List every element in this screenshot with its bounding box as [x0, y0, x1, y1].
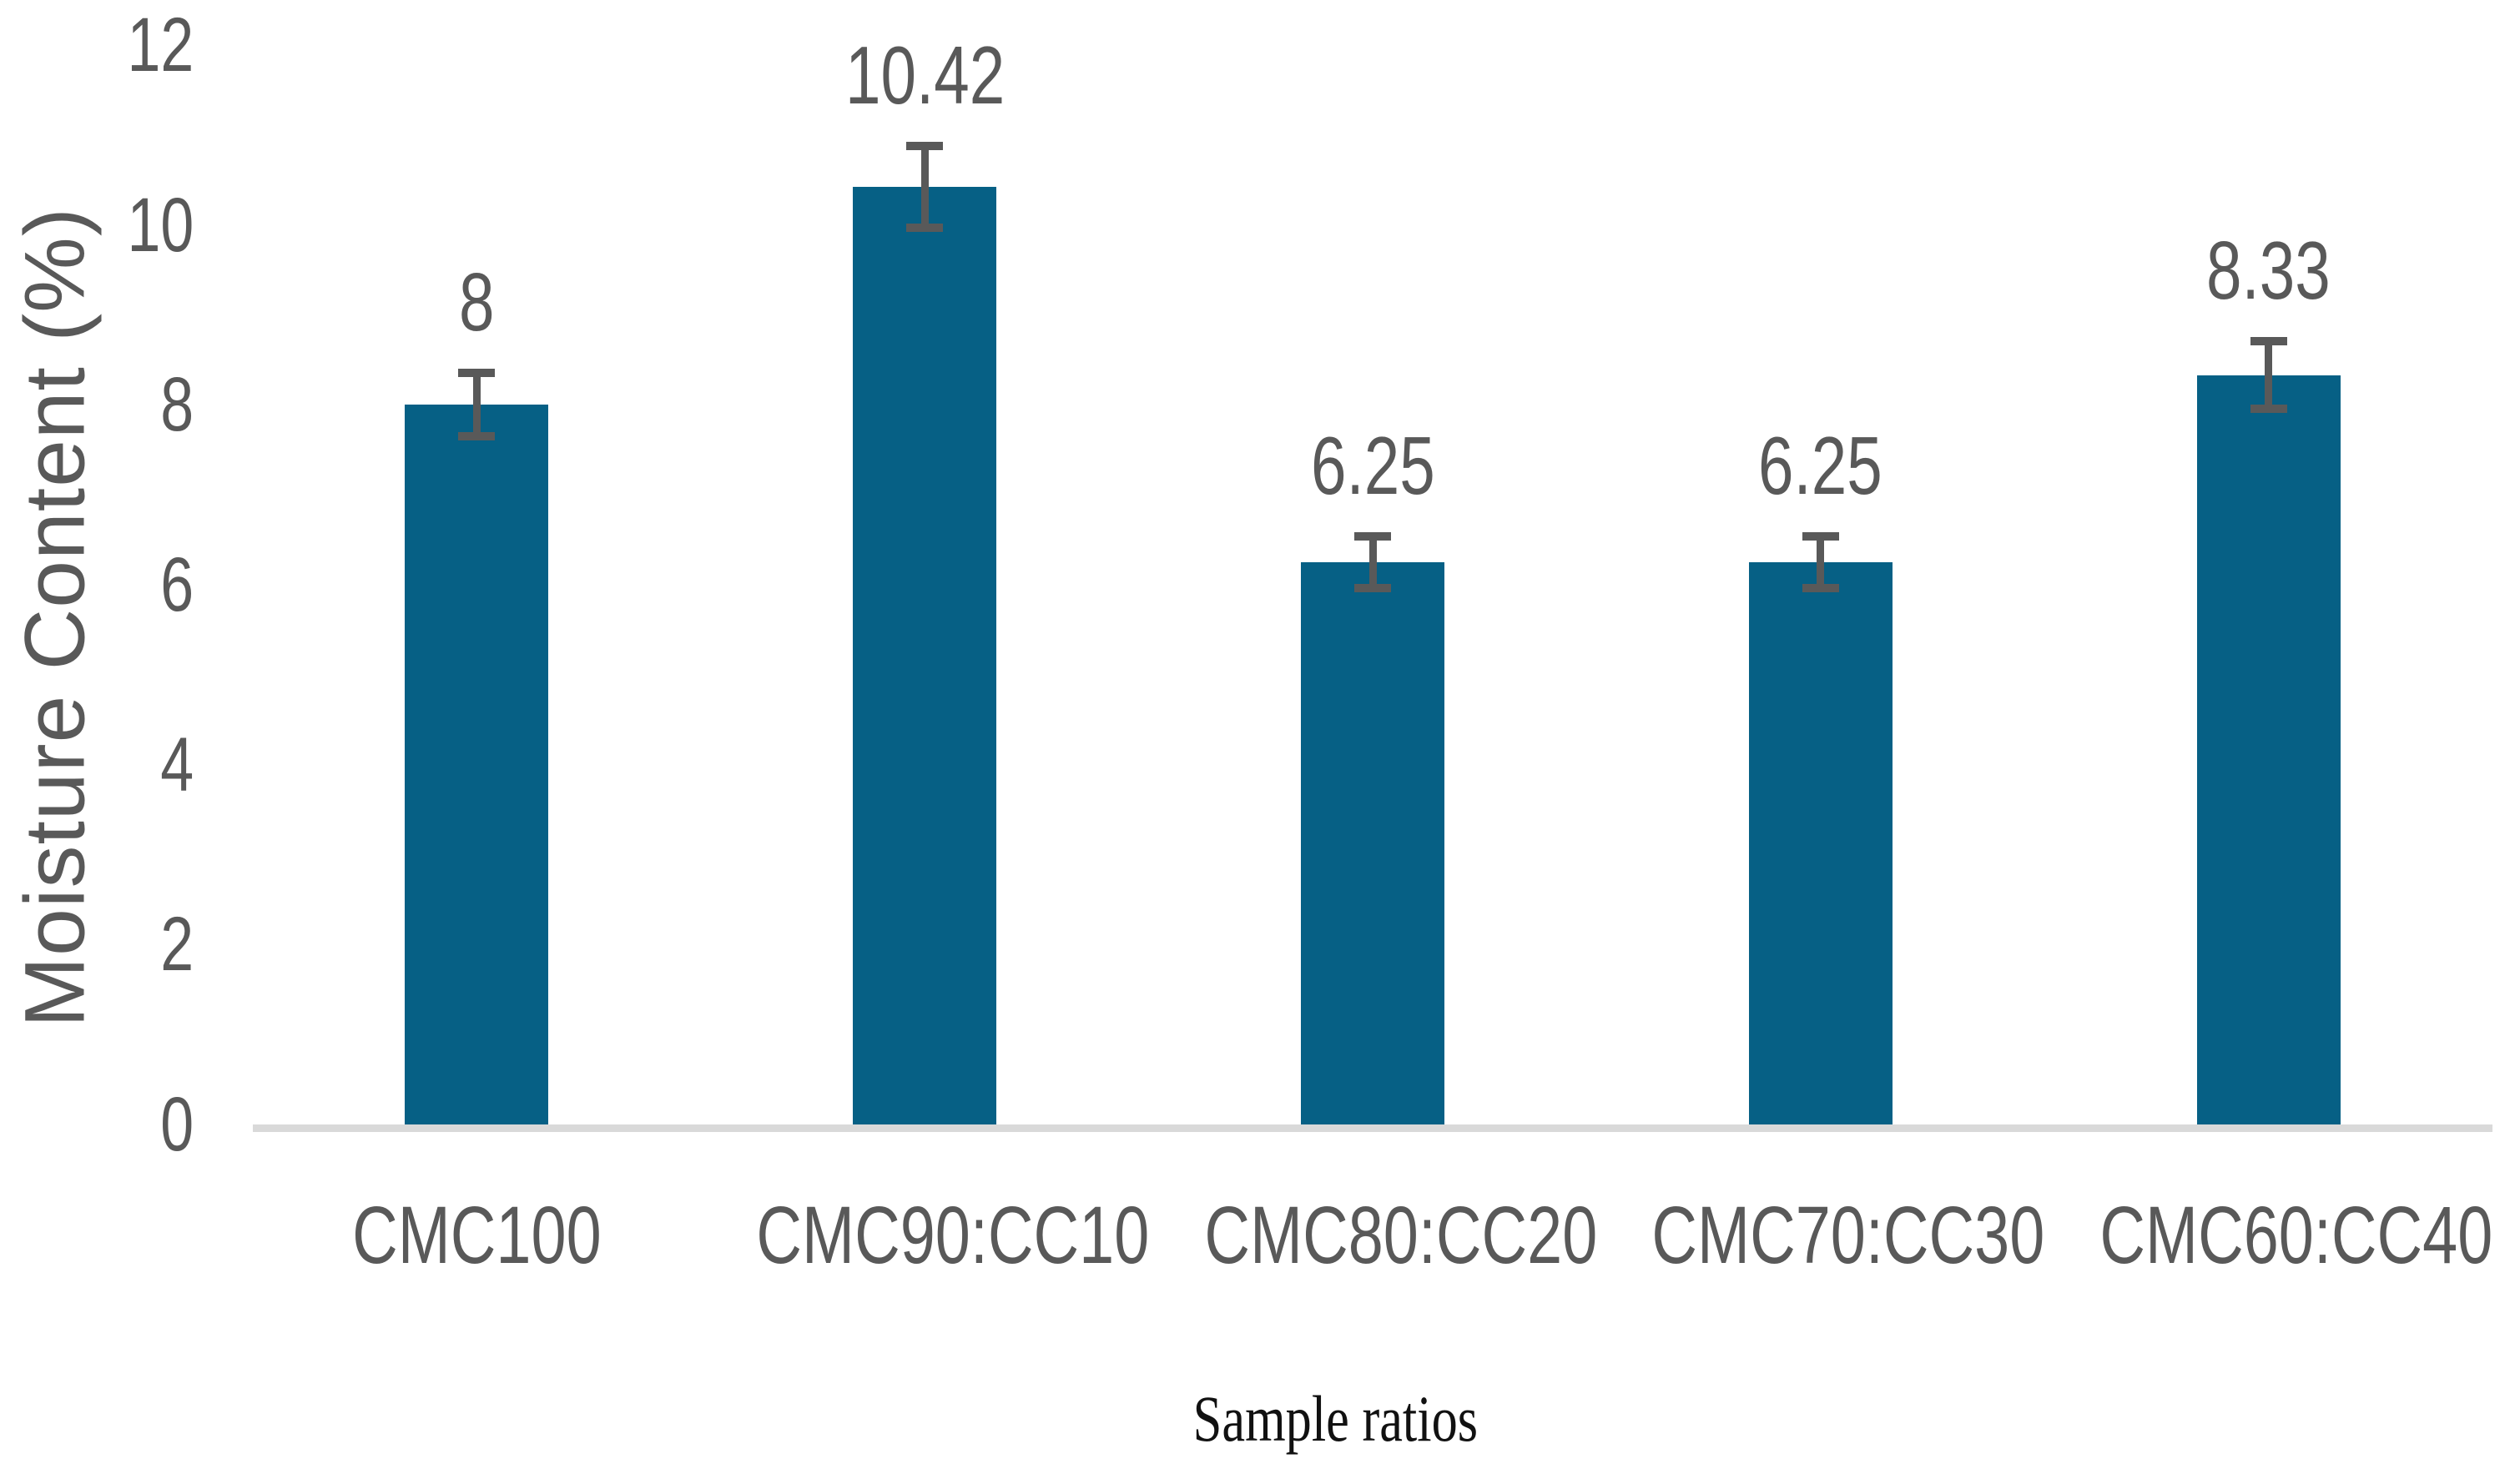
error-bar-cap	[2250, 405, 2287, 414]
bar-value-label: 8.33	[2206, 224, 2331, 317]
x-axis-title: Sample ratios	[1192, 1382, 1478, 1455]
y-axis-tick-label: 10	[127, 182, 194, 268]
bar	[853, 187, 997, 1124]
y-axis-tick-row: 4	[0, 727, 194, 803]
bar-value-label-row: 6.25	[1596, 420, 2044, 512]
x-axis-category-label: CMC100	[352, 1190, 602, 1280]
x-axis-category-row: CMC100	[253, 1195, 701, 1275]
error-bar-stem	[2265, 337, 2273, 414]
bar-value-label: 6.25	[1310, 420, 1435, 512]
bar-value-label: 10.42	[844, 29, 1005, 122]
y-axis-tick-row: 0	[0, 1086, 194, 1163]
bar-value-label: 8	[459, 256, 495, 349]
y-axis-tick-label: 4	[160, 722, 194, 807]
bar-value-label-row: 10.42	[701, 33, 1149, 119]
bar	[1748, 562, 1893, 1124]
x-axis-title-container: Sample ratios	[253, 1386, 2417, 1451]
bar	[405, 405, 549, 1124]
y-axis-tick-row: 6	[0, 546, 194, 623]
error-bar-stem	[1368, 532, 1377, 592]
x-axis-category-label: CMC60:CC40	[2099, 1190, 2493, 1280]
error-bar	[1354, 532, 1391, 592]
error-bar	[2250, 337, 2287, 414]
x-axis-category-row: CMC90:CC10	[701, 1195, 1149, 1275]
bar	[1301, 562, 1444, 1124]
bar-value-label-row: 6.25	[1149, 420, 1597, 512]
error-bar-stem	[920, 142, 929, 233]
bar	[2196, 375, 2341, 1124]
error-bar-cap	[1802, 583, 1839, 592]
y-axis-tick-row: 8	[0, 366, 194, 443]
error-bar	[458, 369, 496, 441]
x-axis-line	[253, 1124, 2492, 1132]
x-axis-category-label: CMC70:CC30	[1651, 1190, 2045, 1280]
error-bar	[1802, 532, 1839, 592]
error-bar-stem	[472, 369, 481, 441]
y-axis-tick-label: 0	[160, 1082, 194, 1167]
bar-value-label-row: 8	[253, 259, 701, 345]
error-bar-stem	[1817, 532, 1825, 592]
x-axis-category-row: CMC60:CC40	[2044, 1190, 2493, 1280]
y-axis-tick-row: 10	[0, 187, 194, 264]
error-bar-cap	[458, 432, 496, 441]
y-axis-tick-row: 2	[0, 906, 194, 983]
error-bar-cap	[1354, 583, 1391, 592]
y-axis-tick-label: 2	[160, 902, 194, 988]
y-axis-tick-label: 6	[160, 542, 194, 627]
x-axis-category-row: CMC70:CC30	[1596, 1190, 2045, 1280]
y-axis-tick-row: 12	[0, 7, 194, 83]
bar-value-label-row: 8.33	[2044, 224, 2492, 317]
error-bar-cap	[906, 224, 944, 233]
y-axis-tick-label: 12	[127, 3, 194, 88]
bar-value-label: 6.25	[1758, 420, 1883, 512]
x-axis-category-label: CMC80:CC20	[1204, 1190, 1597, 1280]
y-axis-tick-label: 8	[160, 362, 194, 448]
error-bar	[906, 142, 944, 233]
x-axis-category-label: CMC90:CC10	[756, 1190, 1150, 1280]
x-axis-category-row: CMC80:CC20	[1149, 1195, 1597, 1275]
